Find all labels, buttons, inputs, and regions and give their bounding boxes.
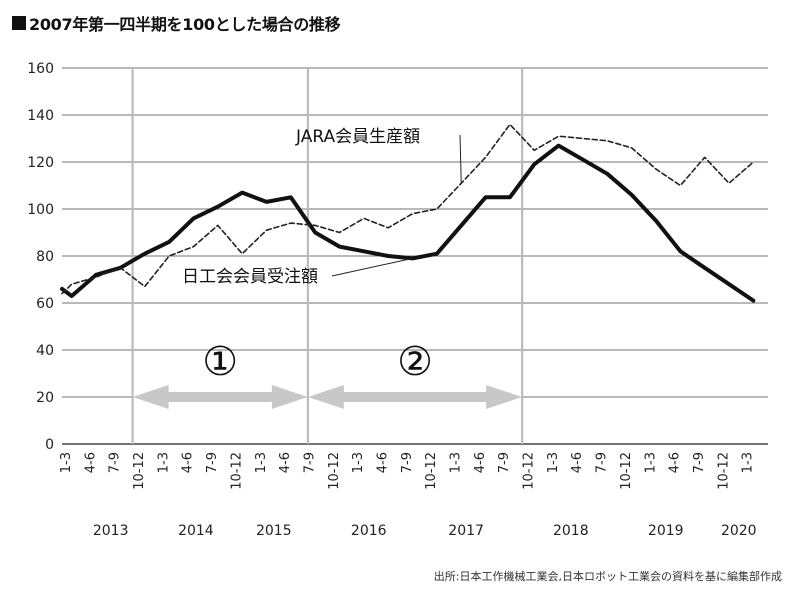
y-tick-label: 80 — [36, 249, 54, 265]
y-tick-label: 60 — [36, 296, 54, 312]
x-tick-label: 1-3 — [59, 452, 74, 473]
x-tick-label: 4-6 — [375, 452, 390, 473]
year-label: 2015 — [256, 523, 292, 539]
y-tick-label: 140 — [27, 108, 54, 124]
x-tick-label: 1-3 — [741, 452, 756, 473]
annotation-leader-jara — [459, 134, 462, 184]
x-tick-label: 1-3 — [156, 452, 171, 473]
series-line-1 — [60, 143, 756, 303]
x-tick-label: 1-3 — [351, 452, 366, 473]
series-lines — [60, 123, 756, 303]
chart-title-text: 2007年第一四半期を100とした場合の推移 — [29, 15, 341, 34]
y-tick-label: 100 — [27, 202, 54, 218]
annotation-jara: JARA会員生産額 — [295, 127, 420, 147]
x-tick-label: 1-3 — [643, 452, 658, 473]
y-tick-label: 40 — [36, 343, 54, 359]
period-label-1: ① — [202, 339, 238, 385]
y-tick-label: 120 — [27, 155, 54, 171]
x-tick-label: 7-9 — [692, 452, 707, 473]
x-tick-label: 4-6 — [83, 452, 98, 473]
x-tick-label: 4-6 — [668, 452, 683, 473]
y-tick-label: 0 — [45, 437, 54, 453]
annotation-nikkoukai: 日工会会員受注額 — [182, 267, 318, 287]
period-label-2: ② — [397, 339, 433, 385]
year-labels: 2013 2014 2015 2016 2017 2018 2019 2020 — [93, 523, 757, 539]
year-label: 2020 — [721, 523, 757, 539]
x-tick-label: 4-6 — [570, 452, 585, 473]
x-tick-label: 7-9 — [302, 452, 317, 473]
y-axis-tick-labels: 0 20 40 60 80 100 120 140 160 — [27, 61, 54, 453]
period-markers — [131, 68, 524, 444]
x-tick-label: 7-9 — [497, 452, 512, 473]
x-tick-label: 7-9 — [205, 452, 220, 473]
period-arrow-2 — [307, 385, 523, 409]
year-label: 2014 — [178, 523, 214, 539]
x-tick-label: 7-9 — [108, 452, 123, 473]
x-tick-label: 10-12 — [619, 452, 634, 490]
x-tick-label: 4-6 — [181, 452, 196, 473]
y-tick-label: 160 — [27, 61, 54, 77]
x-tick-label: 4-6 — [473, 452, 488, 473]
x-tick-label: 1-3 — [546, 452, 561, 473]
source-note: 出所:日本工作機械工業会,日本ロボット工業会の資料を基に編集部作成 — [433, 570, 782, 583]
x-tick-label: 10-12 — [522, 452, 537, 490]
x-tick-label: 1-3 — [254, 452, 269, 473]
x-tick-label: 7-9 — [400, 452, 415, 473]
y-tick-label: 20 — [36, 390, 54, 406]
period-arrow-1 — [132, 385, 308, 409]
x-tick-label: 10-12 — [716, 452, 731, 490]
x-axis-tick-labels: 1-3 4-6 7-9 10-12 1-3 4-6 7-9 10-12 1-3 4-6 7-9 10-… — [59, 452, 756, 490]
year-label: 2016 — [351, 523, 387, 539]
x-tick-label: 10-12 — [424, 452, 439, 490]
x-tick-label: 7-9 — [595, 452, 610, 473]
year-label: 2018 — [553, 523, 589, 539]
x-tick-label: 4-6 — [278, 452, 293, 473]
chart-title: 2007年第一四半期を100とした場合の推移 — [12, 12, 341, 34]
x-tick-label: 1-3 — [449, 452, 464, 473]
x-tick-label: 10-12 — [132, 452, 147, 490]
x-tick-label: 10-12 — [327, 452, 342, 490]
year-label: 2017 — [448, 523, 484, 539]
x-tick-label: 10-12 — [229, 452, 244, 490]
series-line-2 — [61, 123, 755, 295]
year-label: 2013 — [93, 523, 129, 539]
annotation-leader-nikkoukai — [331, 257, 413, 277]
year-label: 2019 — [648, 523, 684, 539]
title-square-icon — [12, 16, 26, 30]
